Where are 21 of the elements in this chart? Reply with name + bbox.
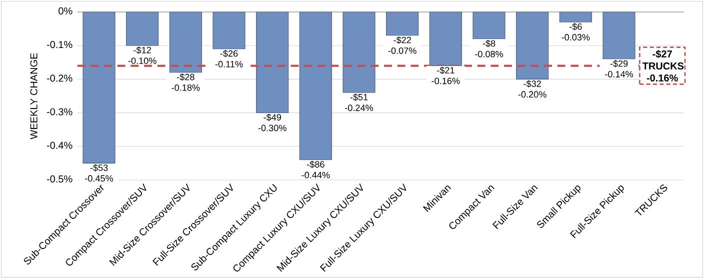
y-tick-label: 0% — [58, 8, 72, 15]
data-label: -$29 -0.14% — [605, 60, 634, 78]
y-tick-label: -0.1% — [46, 41, 72, 48]
data-label: -$21 -0.16% — [432, 66, 460, 84]
data-label: -$22 -0.07% — [388, 36, 416, 54]
data-label: -$49 -0.30% — [258, 114, 286, 132]
y-tick-label: -0.4% — [46, 142, 72, 150]
y-axis-title: WEEKLY CHANGE — [30, 53, 38, 140]
y-tick-label: -0.5% — [46, 176, 72, 183]
data-label: -$8 -0.08% — [475, 40, 504, 58]
data-label: -$51 -0.24% — [345, 94, 374, 112]
data-label: -$6 -0.03% — [562, 23, 590, 41]
ref-line-label: -$27 TRUCKS -0.16% — [642, 50, 684, 82]
y-tick-label: -0.2% — [46, 74, 72, 82]
data-label: -$26 -0.11% — [215, 50, 243, 68]
data-label: -$32 -0.20% — [518, 80, 546, 98]
y-tick-label: -0.3% — [46, 108, 72, 116]
data-label: -$12 -0.10% — [128, 46, 156, 64]
data-label: -$86 -0.44% — [302, 160, 330, 178]
data-label: -$53 -0.45% — [85, 164, 114, 182]
data-label: -$28 -0.18% — [172, 74, 200, 92]
